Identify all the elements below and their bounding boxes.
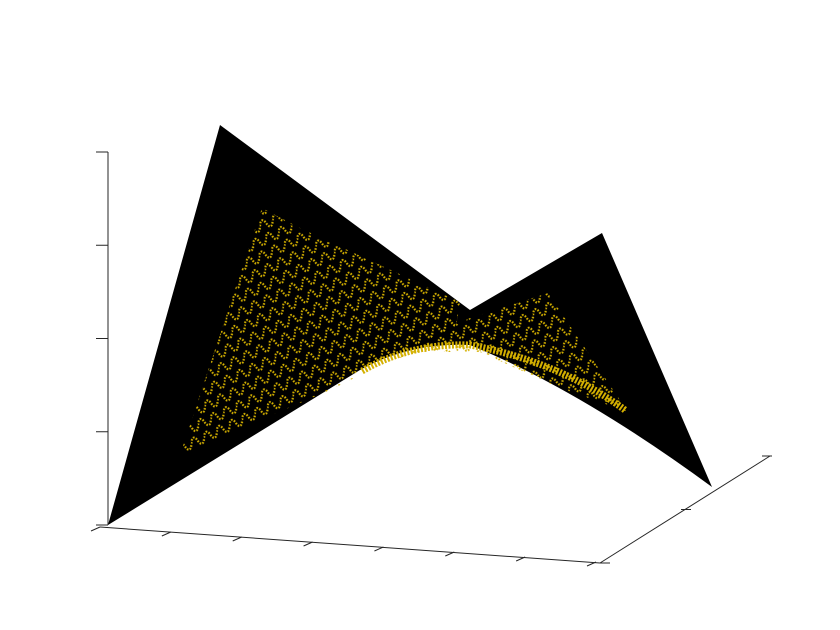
x-axis: [99, 526, 601, 564]
marker-region: [180, 208, 460, 455]
x-tick: [161, 531, 172, 537]
x-tick: [303, 541, 313, 547]
x-tick: [232, 536, 242, 542]
x-tick: [586, 561, 597, 567]
marker-region: [365, 293, 628, 412]
x-tick: [515, 556, 526, 562]
x-tick: [374, 546, 384, 552]
x-tick: [445, 551, 455, 557]
x-tick: [90, 526, 101, 532]
